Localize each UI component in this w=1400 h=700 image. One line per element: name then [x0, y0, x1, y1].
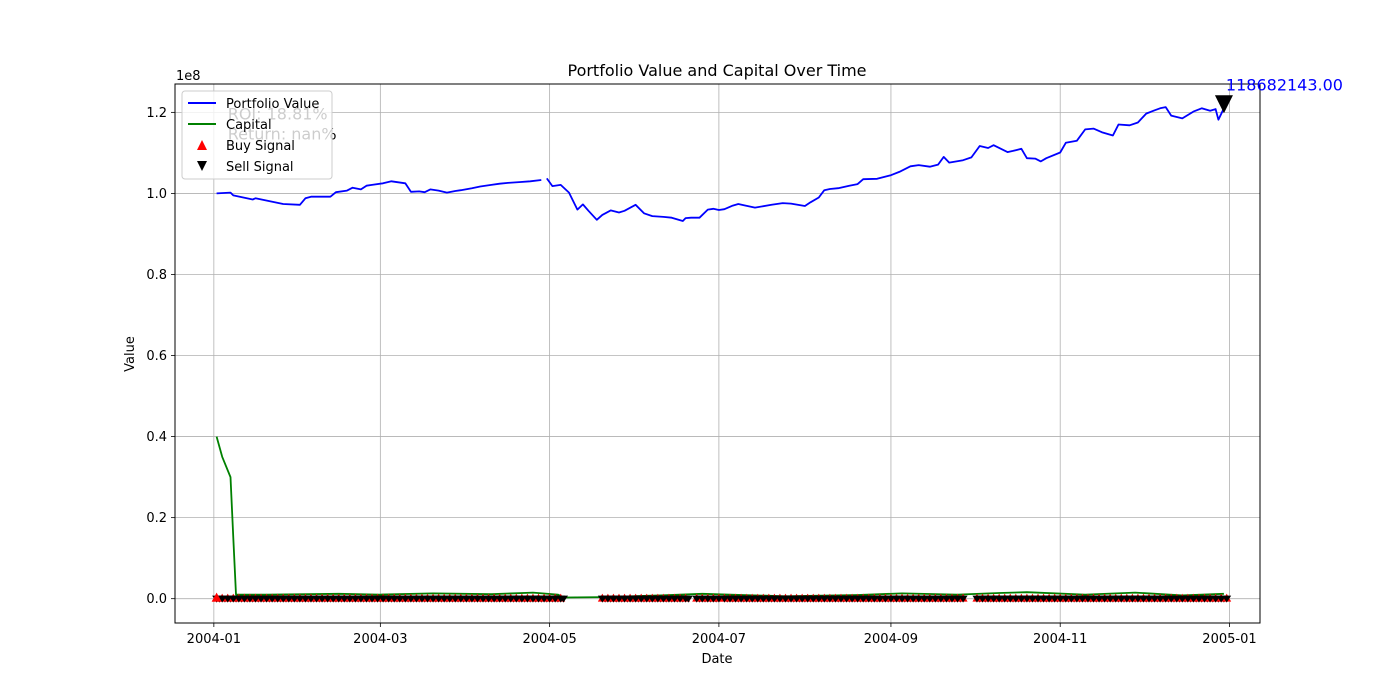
y-tick-label: 0.6	[146, 349, 167, 364]
sell-signal-marker-final	[1214, 95, 1233, 114]
y-tick-label: 0.0	[146, 592, 167, 607]
portfolio-value-line	[216, 179, 542, 206]
legend-label-buy: Buy Signal	[226, 139, 295, 154]
legend: Portfolio Value Capital Buy Signal Sell …	[181, 90, 333, 180]
legend-label-sell: Sell Signal	[226, 160, 294, 175]
y-tick-label: 0.4	[146, 430, 167, 445]
x-tick-label: 2004-01	[187, 632, 241, 647]
legend-marker-sell	[197, 161, 207, 171]
legend-label-portfolio: Portfolio Value	[226, 97, 319, 112]
chart-title: Portfolio Value and Capital Over Time	[567, 61, 866, 80]
x-tick-label: 2005-01	[1202, 632, 1256, 647]
plot-area	[174, 83, 1261, 624]
x-axis-label: Date	[701, 652, 732, 667]
sell-signal-marker	[958, 595, 968, 603]
signals	[211, 95, 1233, 603]
legend-label-capital: Capital	[226, 118, 272, 133]
sell-signal-marker	[558, 595, 568, 603]
axes: 2004-01 2004-03 2004-05 2004-07 2004-09 2004-…	[146, 106, 1256, 647]
x-tick-label: 2004-03	[353, 632, 407, 647]
buy-signal-marker	[211, 592, 222, 602]
legend-marker-buy	[197, 140, 207, 150]
legend-box	[181, 90, 333, 180]
y-axis-label: Value	[123, 336, 138, 372]
y-tick-label: 0.2	[146, 511, 167, 526]
x-tick-label: 2004-09	[864, 632, 918, 647]
x-tick-label: 2004-05	[522, 632, 576, 647]
y-scale-label: 1e8	[176, 69, 201, 84]
sell-signal-marker	[683, 595, 693, 603]
y-tick-label: 1.0	[146, 187, 167, 202]
y-tick-label: 1.2	[146, 106, 167, 121]
portfolio-value-line	[546, 106, 1225, 222]
sell-signal-marker	[1222, 595, 1232, 603]
x-tick-label: 2004-07	[692, 632, 746, 647]
y-tick-label: 0.8	[146, 268, 167, 283]
x-tick-label: 2004-11	[1033, 632, 1087, 647]
annotation-text: 118682143.00	[1226, 76, 1343, 95]
